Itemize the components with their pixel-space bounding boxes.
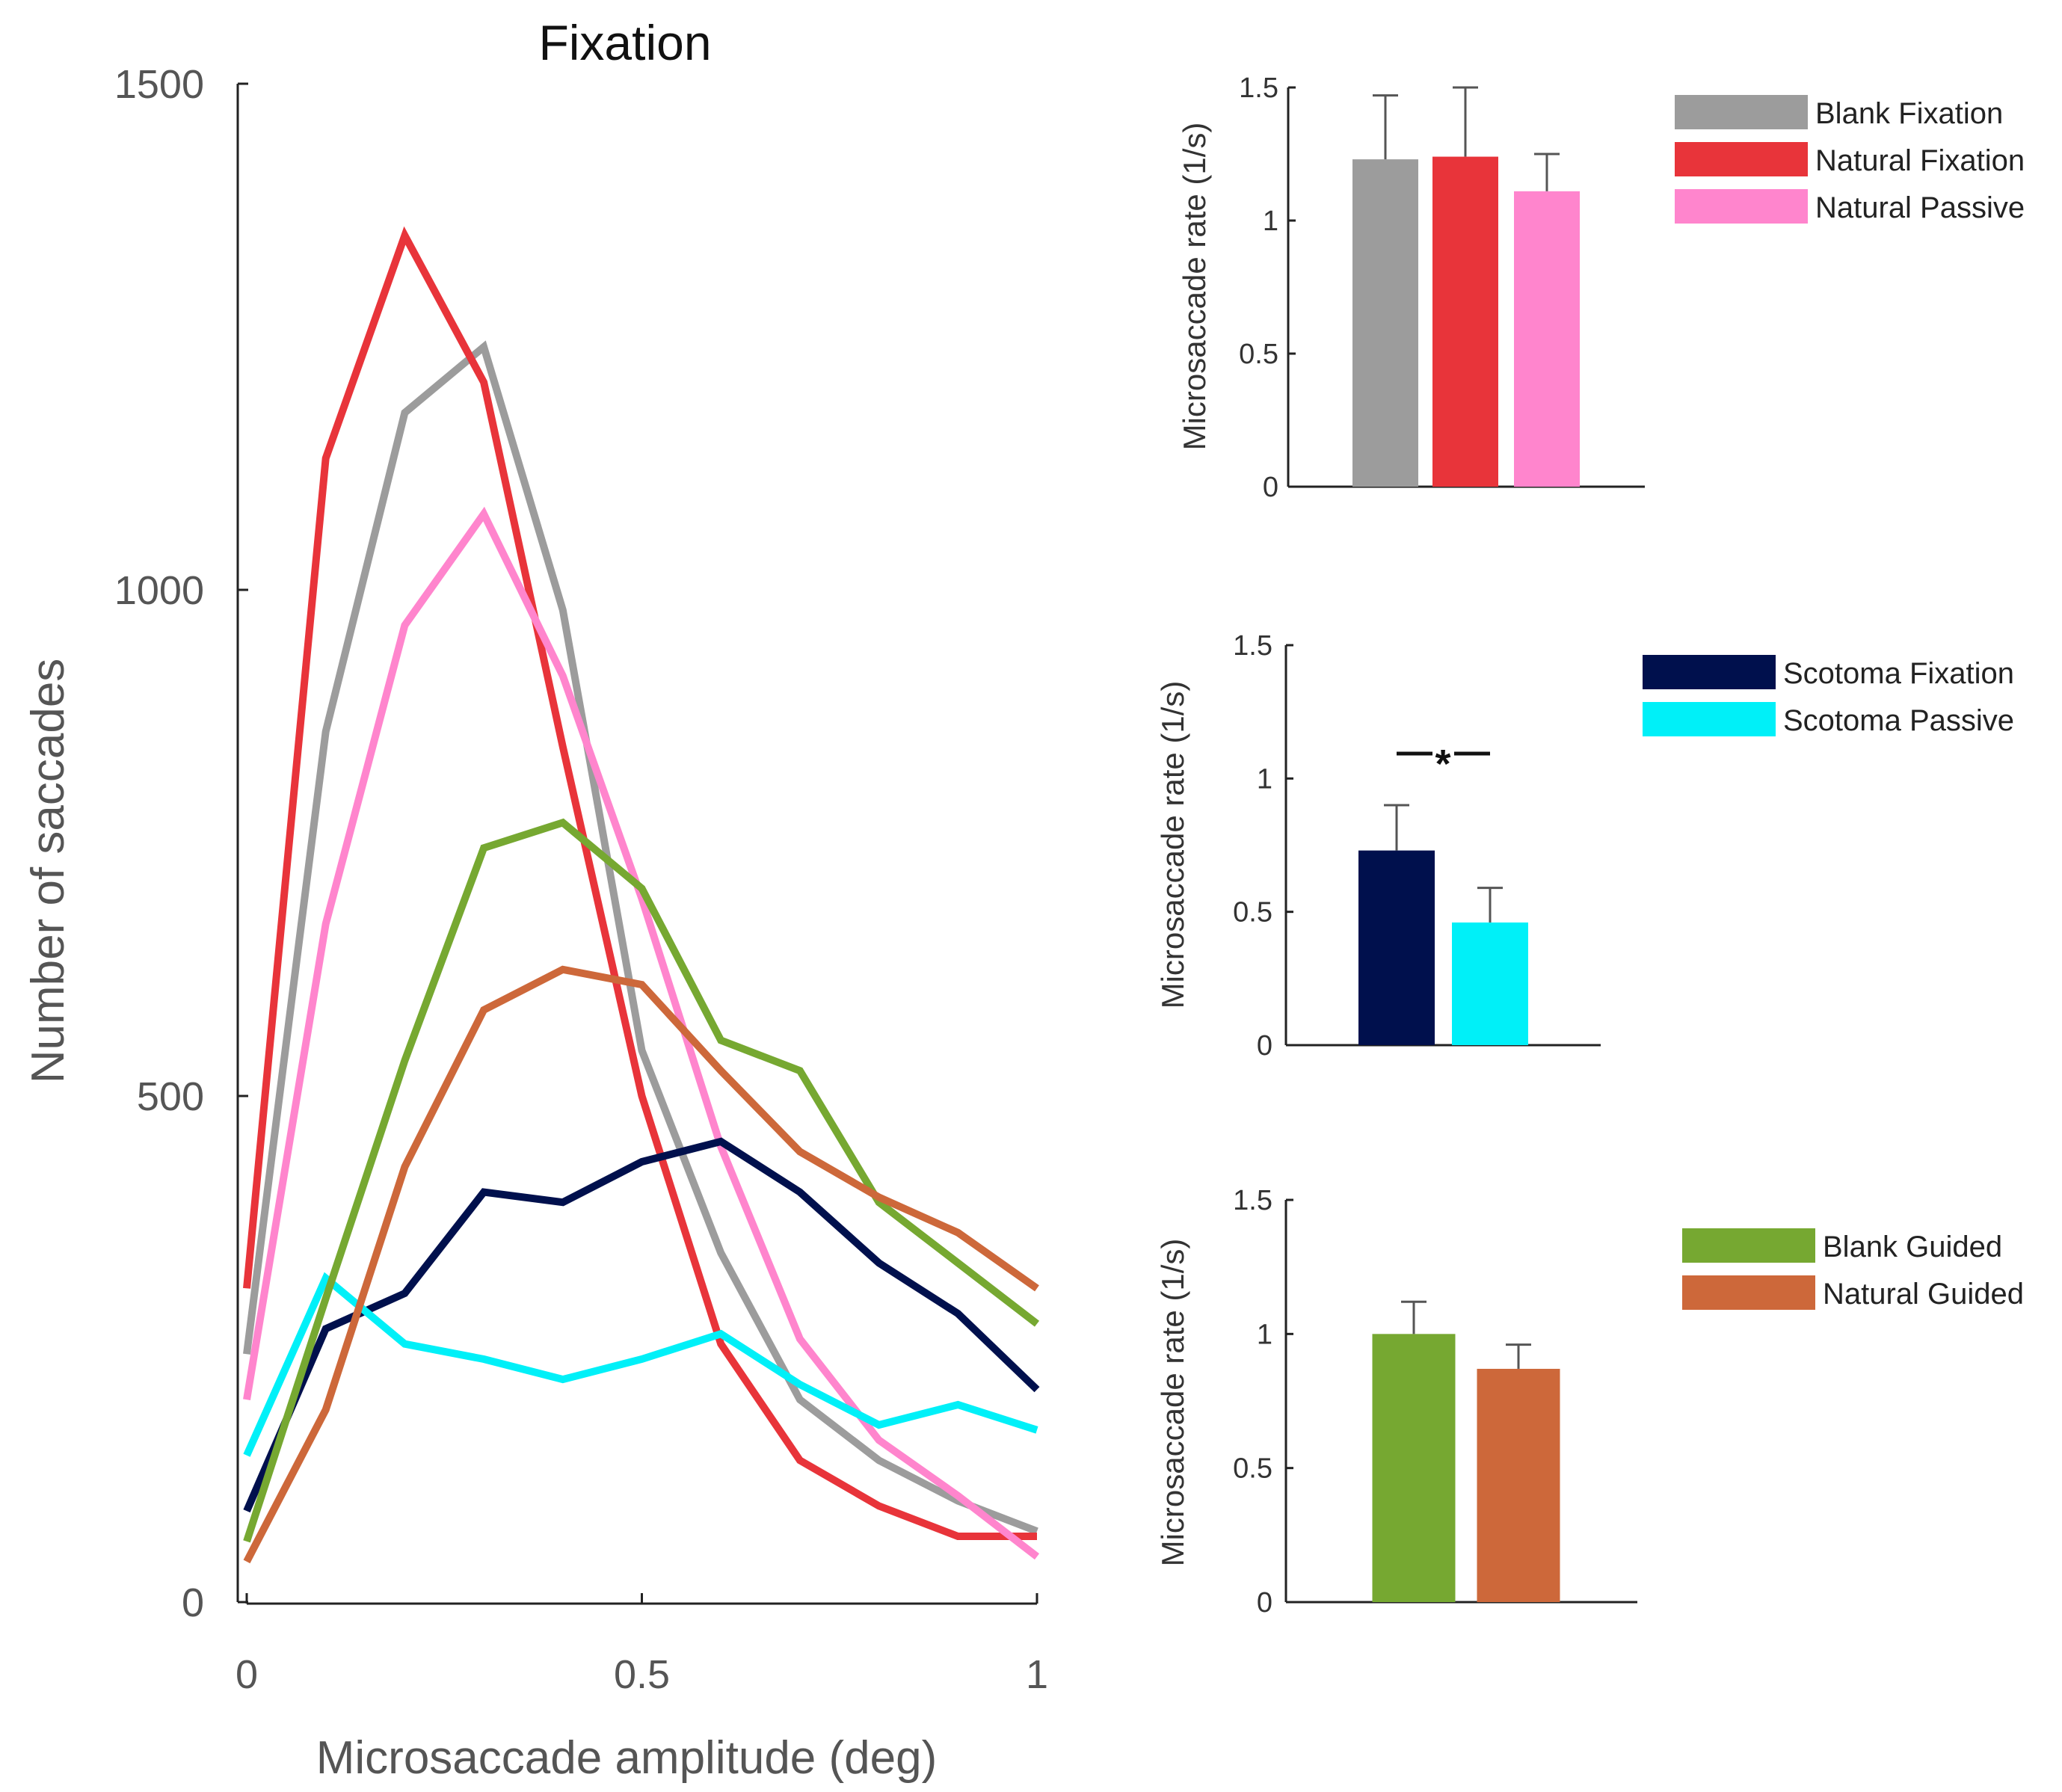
bar-y-tick-label: 0.5 xyxy=(1239,339,1278,370)
bar-panel-scotoma: 0 0.5 1 1.5 Microsaccade rate (1/s) Scotoma F… xyxy=(1155,630,2014,1062)
legend-swatch-natural-passive xyxy=(1675,189,1808,224)
bar-y-axis-label: Microsaccade rate (1/s) xyxy=(1177,123,1212,451)
significance-star: * xyxy=(1435,742,1450,786)
bar-y-tick-label: 0.5 xyxy=(1233,1453,1272,1485)
chart-title: Fixation xyxy=(538,15,711,70)
legend-label-natural-guided: Natural Guided xyxy=(1823,1278,2024,1311)
bar-y-tick-label: 0 xyxy=(1263,472,1278,503)
y-axis-label: Number of saccades xyxy=(22,659,74,1084)
main-axes: 0 500 1000 1500 0 0.5 1 xyxy=(114,62,1048,1697)
bar-y-tick-label: 1.5 xyxy=(1233,1185,1272,1216)
series-line-blank-guided xyxy=(243,818,1040,1543)
bar-y-tick-label: 1 xyxy=(1257,763,1272,795)
series-line-natural-fixation xyxy=(243,226,1037,1540)
y-tick-label: 500 xyxy=(137,1074,204,1119)
legend-label-blank-guided: Blank Guided xyxy=(1823,1231,2002,1263)
series-line-natural-guided xyxy=(243,965,1039,1564)
legend-swatch-blank-guided xyxy=(1682,1228,1815,1263)
bar-y-tick-label: 0 xyxy=(1257,1587,1272,1619)
bar-blank-fixation xyxy=(1352,159,1418,487)
x-axis-label: Microsaccade amplitude (deg) xyxy=(316,1732,938,1784)
bar-scotoma-passive xyxy=(1452,922,1528,1045)
legend-label-scotoma-passive: Scotoma Passive xyxy=(1783,704,2014,737)
legend-swatch-natural-fixation xyxy=(1675,142,1808,176)
bar-y-axis-label: Microsaccade rate (1/s) xyxy=(1155,1239,1190,1567)
legend-swatch-scotoma-fixation xyxy=(1643,655,1776,689)
bar-natural-fixation xyxy=(1432,156,1498,487)
y-tick-label: 1500 xyxy=(114,62,204,107)
legend-label-natural-fixation: Natural Fixation xyxy=(1815,144,2025,177)
amplitude-line-chart: Fixation 0 500 1000 1500 0 0.5 1 Microsaccade … xyxy=(22,15,1048,1784)
legend-label-blank-fixation: Blank Fixation xyxy=(1815,97,2003,130)
legend-label-natural-passive: Natural Passive xyxy=(1815,191,2025,224)
bar-y-tick-label: 1 xyxy=(1263,206,1278,237)
bar-y-tick-label: 1.5 xyxy=(1239,73,1278,104)
bar-natural-guided xyxy=(1477,1368,1560,1602)
bar-blank-guided xyxy=(1372,1334,1456,1602)
bar-y-axis-label: Microsaccade rate (1/s) xyxy=(1155,681,1190,1009)
series-line-scotoma-fixation xyxy=(243,1137,1040,1513)
bar-scotoma-fixation xyxy=(1358,850,1435,1045)
legend-swatch-scotoma-passive xyxy=(1643,702,1776,736)
legend-swatch-blank-fixation xyxy=(1675,95,1808,129)
bar-y-tick-label: 1.5 xyxy=(1233,630,1272,662)
x-tick-label: 0 xyxy=(236,1652,258,1697)
bar-panel-guided: 0 0.5 1 1.5 Microsaccade rate (1/s) Blank Gui… xyxy=(1155,1185,2024,1619)
x-tick-label: 0.5 xyxy=(614,1652,670,1697)
y-tick-label: 1000 xyxy=(114,568,204,613)
y-tick-label: 0 xyxy=(182,1580,204,1625)
legend-label-scotoma-fixation: Scotoma Fixation xyxy=(1783,657,2014,690)
x-tick-label: 1 xyxy=(1026,1652,1048,1697)
series-line-natural-passive xyxy=(243,506,1040,1560)
bar-y-tick-label: 0.5 xyxy=(1233,897,1272,929)
legend-swatch-natural-guided xyxy=(1682,1275,1815,1310)
bar-natural-passive xyxy=(1514,191,1580,487)
main-series-lines xyxy=(243,226,1040,1564)
series-line-scotoma-passive xyxy=(243,1272,1038,1457)
bar-y-tick-label: 1 xyxy=(1257,1319,1272,1350)
bar-panel-fixation: 0 0.5 1 1.5 Microsaccade rate (1/s) Blank Fix… xyxy=(1177,73,2025,503)
series-line-blank-fixation xyxy=(243,340,1038,1535)
bar-y-tick-label: 0 xyxy=(1257,1030,1272,1062)
